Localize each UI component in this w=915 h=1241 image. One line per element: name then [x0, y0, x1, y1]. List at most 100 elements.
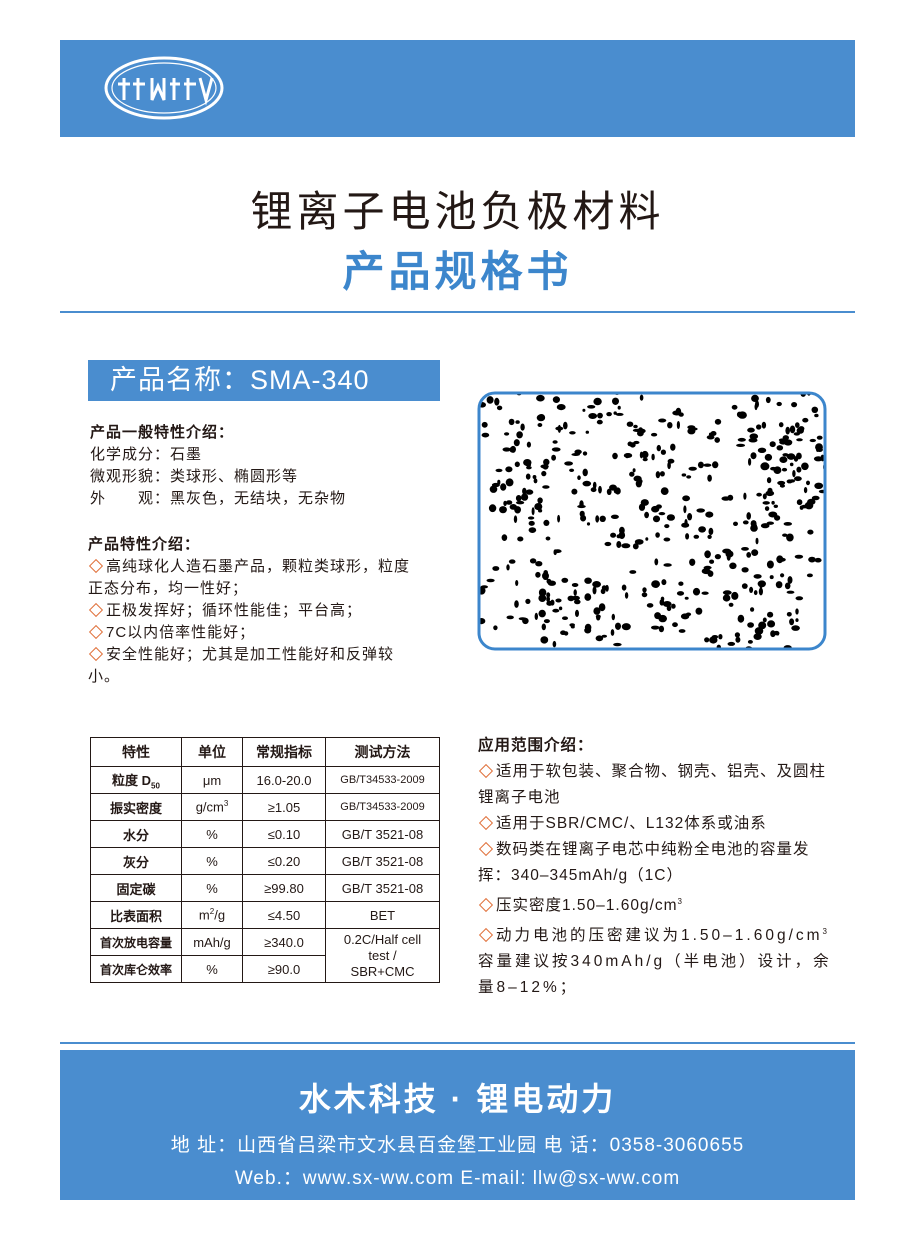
particle [521, 493, 529, 501]
particle [708, 432, 714, 436]
particle [676, 591, 685, 596]
particle [543, 570, 548, 576]
particle [626, 421, 634, 427]
particle [818, 489, 825, 494]
particle [786, 612, 792, 617]
particle [666, 605, 672, 612]
particle [596, 419, 603, 425]
particle [535, 561, 543, 567]
particle [707, 474, 712, 482]
particle [728, 602, 734, 607]
particle [641, 450, 649, 459]
particle [557, 514, 561, 523]
particle [659, 599, 665, 606]
particle [525, 598, 531, 604]
cell: 16.0-20.0 [242, 766, 326, 794]
particle [613, 642, 622, 647]
particle [538, 609, 546, 618]
particle [758, 587, 763, 596]
bullet [478, 928, 494, 943]
particle [783, 522, 792, 526]
particle [629, 570, 637, 574]
application-item: 数码类在锂离子电芯中纯粉全电池的容量发挥：340–345mAh/g（1C） [478, 837, 833, 889]
particle [749, 586, 754, 593]
particle [786, 533, 794, 542]
particle [687, 425, 696, 430]
application-text: 压实密度1.50–1.60g/cm [496, 897, 678, 915]
particle [742, 520, 749, 525]
cell: GB/T 3521-08 [325, 874, 440, 902]
particle [764, 506, 770, 511]
particle [767, 611, 774, 618]
particle [696, 508, 705, 513]
bullet [478, 815, 494, 830]
particle [595, 635, 604, 642]
particle [513, 439, 520, 447]
particle [776, 401, 782, 407]
particle [816, 435, 823, 440]
particle [579, 510, 585, 518]
particle [645, 537, 649, 541]
particle [795, 608, 799, 615]
particle [613, 411, 617, 415]
cell: mAh/g [181, 928, 243, 956]
particle [592, 586, 597, 595]
particle [577, 475, 581, 480]
application-text: 动力电池的压密建议为1.50–1.60g/cm [496, 927, 823, 945]
particle [592, 581, 601, 588]
particle [646, 603, 654, 608]
particle [545, 536, 551, 541]
particle [573, 589, 577, 596]
particle [813, 456, 823, 462]
particle [678, 412, 684, 417]
particle [562, 616, 568, 620]
particle [654, 612, 661, 620]
particle [584, 593, 592, 601]
particle [756, 492, 762, 497]
particle [501, 534, 508, 541]
particle [621, 543, 631, 549]
table-row: 振实密度 g/cm3 ≥1.05 GB/T34533-2009 [90, 793, 440, 821]
cell: 粒度 D50 [90, 766, 182, 794]
cell: m2/g [181, 901, 243, 929]
particle [633, 475, 642, 482]
general-item: 化学成分：石墨 [90, 446, 203, 463]
particle [671, 603, 676, 609]
particle [529, 558, 537, 564]
particle [543, 576, 549, 580]
particle [542, 464, 549, 470]
particle [506, 564, 510, 571]
particle [505, 478, 514, 487]
bullet [478, 897, 494, 913]
particle [551, 454, 556, 461]
cell: ≤0.10 [242, 820, 326, 848]
particle [682, 495, 690, 502]
particle [663, 537, 671, 542]
particle [776, 631, 780, 636]
particle [537, 414, 546, 421]
particle [765, 490, 775, 497]
particle [746, 512, 751, 520]
doc-title: 锂离子电池负极材料 [250, 188, 665, 235]
particle [541, 470, 547, 477]
particle [680, 613, 690, 620]
particle [563, 631, 569, 636]
particle [811, 495, 820, 501]
particle [729, 651, 733, 652]
cell: ≥340.0 [242, 928, 326, 956]
particle [561, 577, 569, 583]
particle [731, 404, 738, 410]
particle [762, 501, 770, 505]
particle [629, 471, 635, 477]
particle [526, 459, 530, 466]
particle [697, 461, 704, 469]
particle [637, 430, 644, 437]
particle [542, 485, 550, 489]
particle [569, 623, 575, 627]
cell: GB/T 3521-08 [325, 820, 440, 848]
particle [762, 617, 767, 623]
particle [652, 515, 661, 523]
particle [508, 418, 515, 426]
particle [526, 466, 532, 470]
